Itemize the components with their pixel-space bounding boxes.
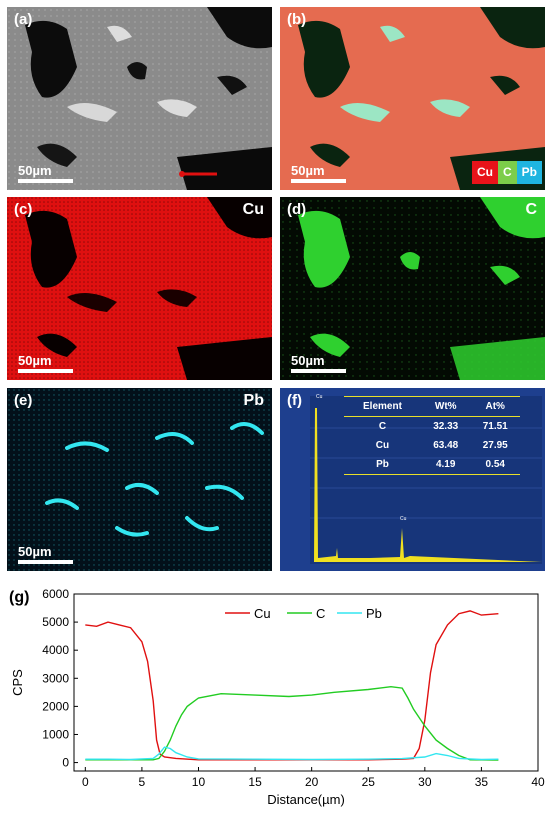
y-tick-label: 1000: [42, 727, 69, 741]
scale-bar: 50µm: [18, 353, 73, 373]
panel-e-label: (e): [14, 392, 33, 409]
x-tick-label: 25: [362, 775, 376, 789]
x-tick-label: 35: [475, 775, 489, 789]
panel-a-label: (a): [14, 11, 33, 28]
series-line-pb: [85, 746, 499, 761]
scale-bar-label: 50µm: [18, 353, 52, 368]
x-tick-label: 15: [248, 775, 262, 789]
y-tick-label: 2000: [42, 699, 69, 713]
eds-spectrum-plot: Cu Cu: [310, 394, 542, 564]
x-tick-label: 10: [192, 775, 206, 789]
legend-label-c: C: [316, 606, 325, 621]
panel-c-label: (c): [14, 201, 33, 218]
x-tick-label: 20: [305, 775, 319, 789]
scale-bar: 50µm: [291, 163, 346, 183]
scale-bar-label: 50µm: [18, 163, 52, 178]
scale-bar-label: 50µm: [291, 353, 325, 368]
legend-label-cu: Cu: [254, 606, 271, 621]
panel-c-cu-map: (c) Cu 50µm: [7, 197, 272, 380]
eds-composition-table: Element Wt% At% C 32.33 71.51 Cu 63.48 2…: [344, 396, 520, 475]
table-cell: Pb: [344, 455, 421, 475]
scale-bar: 50µm: [18, 544, 73, 564]
scale-bar-line: [18, 369, 73, 373]
legend-c: C: [497, 161, 517, 184]
table-row: C 32.33 71.51: [344, 417, 520, 437]
x-tick-label: 5: [139, 775, 146, 789]
scale-bar-line: [291, 369, 346, 373]
element-label-pb: Pb: [243, 392, 264, 409]
panel-d-c-map: (d) C 50µm: [280, 197, 545, 380]
panel-g-label: (g): [9, 589, 30, 606]
y-axis-label: CPS: [10, 669, 25, 696]
scale-bar-line: [18, 560, 73, 564]
panel-f-label: (f): [287, 392, 302, 409]
sem-texture: [7, 7, 272, 190]
table-cell: 0.54: [470, 455, 520, 475]
y-tick-label: 0: [62, 756, 69, 770]
y-tick-label: 4000: [42, 643, 69, 657]
scale-bar: 50µm: [291, 353, 346, 373]
legend-pb: Pb: [516, 161, 542, 184]
table-cell: Cu: [375, 440, 390, 451]
panel-b-overlay-map: (b) 50µm Cu C Pb: [280, 7, 545, 190]
panel-f-eds-spectrum: Cu Cu (f) Element Wt% At% C 32.33 71.51 …: [280, 388, 545, 571]
table-cell: 32.33: [433, 421, 459, 432]
scale-bar-label: 50µm: [18, 544, 52, 559]
panel-d-label: (d): [287, 201, 307, 218]
x-tick-label: 40: [531, 775, 545, 789]
x-tick-label: 30: [418, 775, 432, 789]
table-header-row: Element Wt% At%: [344, 396, 520, 417]
element-label-c: C: [525, 201, 537, 218]
cu-map-texture: [7, 197, 272, 380]
legend-label-pb: Pb: [366, 606, 382, 621]
line-scan-chart: 0 5 10 15 20 25 30 35 40 0 1000 2000 3000 4000 5000 600…: [10, 587, 545, 807]
x-tick-label: 0: [82, 775, 89, 789]
scale-bar: 50µm: [18, 163, 73, 183]
table-cell: 71.51: [482, 421, 508, 432]
table-header: Element: [344, 396, 421, 417]
panel-e-pb-map: (e) Pb 50µm: [7, 388, 272, 571]
table-row: Pb 4.19 0.54: [344, 455, 520, 475]
svg-text:Cu: Cu: [316, 394, 323, 400]
y-tick-label: 6000: [42, 587, 69, 601]
c-map-texture: [280, 197, 545, 380]
table-cell: 63.48: [433, 440, 459, 451]
series-line-c: [85, 685, 499, 761]
table-header: At%: [470, 396, 520, 417]
element-label-cu: Cu: [242, 201, 264, 218]
panel-b-label: (b): [287, 11, 307, 28]
panel-a-sem-image: (a) 50µm: [7, 7, 272, 190]
scale-bar-line: [18, 179, 73, 183]
scale-bar-label: 50µm: [291, 163, 325, 178]
pb-map-texture: [7, 388, 272, 571]
y-tick-label: 5000: [42, 615, 69, 629]
table-cell: 27.95: [482, 440, 508, 451]
legend-cu: Cu: [471, 161, 498, 184]
svg-text:Cu: Cu: [400, 516, 407, 522]
x-axis-label: Distance(µm): [267, 792, 345, 807]
table-cell: 4.19: [420, 455, 471, 475]
scale-bar-line: [291, 179, 346, 183]
table-row: Cu 63.48 27.95: [344, 436, 520, 455]
table-cell: C: [378, 421, 387, 432]
series-line-cu: [85, 610, 499, 761]
element-color-legend: Cu C Pb: [471, 161, 542, 184]
plot-frame: [73, 593, 539, 772]
table-header: Wt%: [420, 396, 471, 417]
y-tick-label: 3000: [42, 671, 69, 685]
